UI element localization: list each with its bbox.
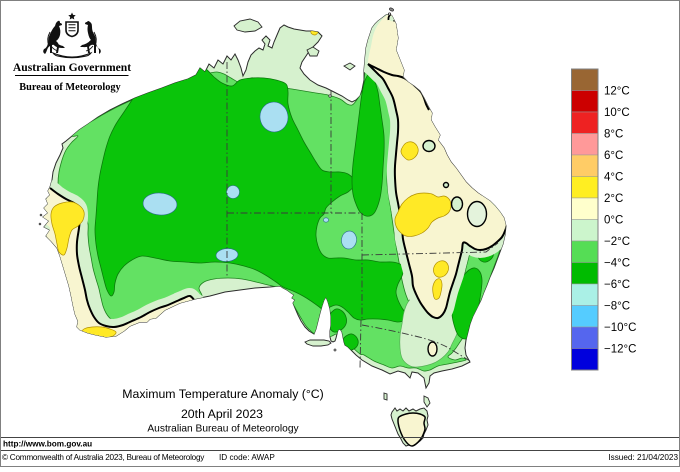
svg-text:ID code: AWAP: ID code: AWAP <box>219 453 275 462</box>
svg-text:http://www.bom.gov.au: http://www.bom.gov.au <box>3 440 92 449</box>
svg-text:4°C: 4°C <box>604 172 623 184</box>
svg-text:10°C: 10°C <box>604 107 630 119</box>
svg-text:−8°C: −8°C <box>604 301 630 313</box>
svg-text:Maximum Temperature Anomaly (°: Maximum Temperature Anomaly (°C) <box>122 387 324 401</box>
svg-text:Issued: 21/04/2023: Issued: 21/04/2023 <box>608 453 678 462</box>
svg-text:6°C: 6°C <box>604 150 623 162</box>
svg-text:20th April 2023: 20th April 2023 <box>181 407 263 421</box>
svg-text:8°C: 8°C <box>604 129 623 141</box>
svg-text:Bureau of Meteorology: Bureau of Meteorology <box>19 82 121 93</box>
svg-text:−10°C: −10°C <box>604 322 636 334</box>
svg-text:2°C: 2°C <box>604 193 623 205</box>
svg-text:−4°C: −4°C <box>604 258 630 270</box>
svg-text:−12°C: −12°C <box>604 344 636 356</box>
svg-text:0°C: 0°C <box>604 215 623 227</box>
svg-text:Australian Bureau of Meteorolo: Australian Bureau of Meteorology <box>147 424 299 435</box>
svg-text:© Commonwealth of Australia 20: © Commonwealth of Australia 2023, Bureau… <box>2 453 205 462</box>
svg-text:−2°C: −2°C <box>604 236 630 248</box>
svg-text:−6°C: −6°C <box>604 279 630 291</box>
svg-text:12°C: 12°C <box>604 86 630 98</box>
svg-text:Australian Government: Australian Government <box>13 61 131 74</box>
